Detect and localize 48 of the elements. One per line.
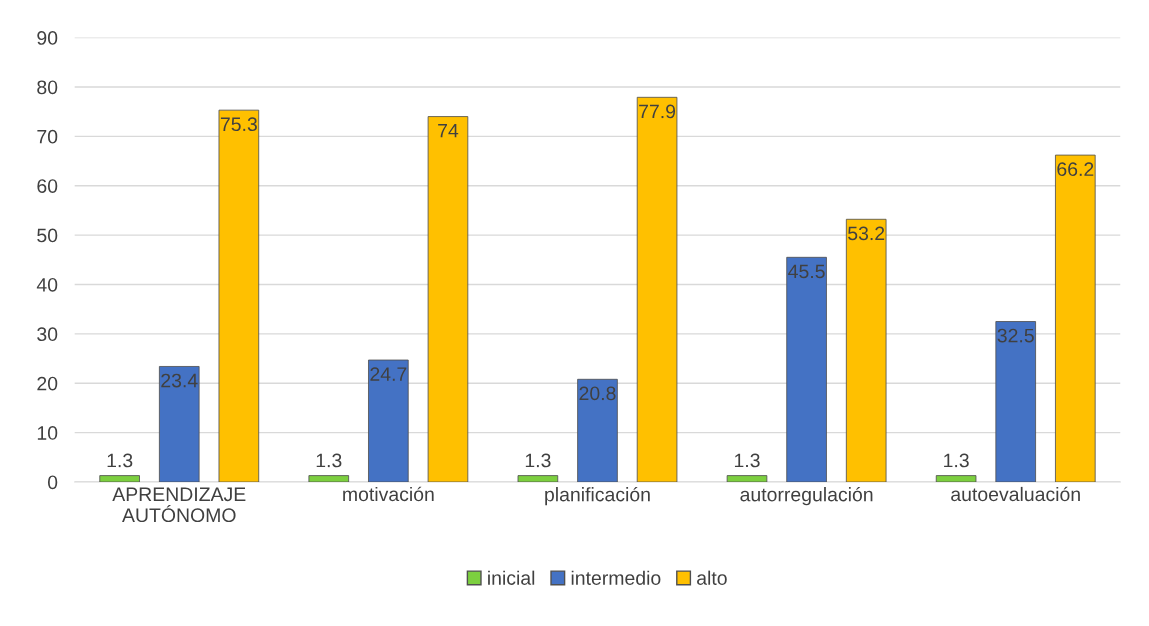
y-tick-label: 70 [37, 129, 58, 144]
x-tick-label: autorregulación [740, 486, 873, 506]
data-label: 1.3 [944, 453, 969, 468]
bar [1055, 154, 1096, 483]
y-tick-label: 10 [37, 426, 58, 440]
bar [935, 475, 977, 483]
legend-label: intermedio [571, 570, 661, 585]
x-tick-label: APRENDIZAJE AUTÓNOMO [112, 487, 246, 523]
bar [308, 475, 350, 483]
bar [99, 475, 140, 483]
data-label: 1.3 [107, 453, 133, 468]
legend-label: inicial [488, 570, 535, 585]
y-tick-label: 60 [37, 179, 58, 193]
x-tick-label: planificación [545, 486, 650, 506]
data-label: 32.5 [997, 328, 1034, 343]
y-tick-label: 40 [36, 277, 58, 292]
bar [427, 116, 469, 483]
bar [158, 366, 200, 483]
bar [636, 96, 678, 483]
y-tick-label: 80 [37, 80, 58, 95]
bar [577, 378, 618, 483]
data-label: 20.8 [579, 386, 616, 401]
y-tick-label: 50 [37, 228, 58, 243]
bar [786, 256, 827, 483]
x-tick-label: autoevaluación [951, 486, 1080, 502]
bar [726, 475, 768, 483]
bar [845, 218, 887, 483]
y-tick-label: 20 [37, 376, 58, 391]
data-label: 23.4 [161, 373, 198, 388]
y-tick-label: 30 [37, 327, 58, 342]
data-label: 45.5 [788, 264, 825, 279]
bar [218, 109, 260, 483]
bar [368, 359, 409, 483]
y-tick-label: 0 [47, 475, 58, 490]
y-tick-label: 90 [37, 31, 58, 45]
data-label: 53.2 [848, 226, 885, 241]
data-label: 74 [438, 123, 459, 138]
bar [517, 475, 559, 483]
data-label: 1.3 [525, 453, 551, 468]
data-label: 1.3 [316, 453, 342, 468]
data-label: 75.3 [220, 117, 257, 132]
data-label: 1.3 [734, 453, 760, 468]
legend-label: alto [697, 570, 727, 585]
x-tick-label: motivación [343, 486, 434, 502]
data-label: 66.2 [1057, 162, 1094, 177]
data-label: 77.9 [639, 104, 676, 119]
bar [995, 321, 1036, 483]
data-label: 24.7 [370, 367, 407, 381]
